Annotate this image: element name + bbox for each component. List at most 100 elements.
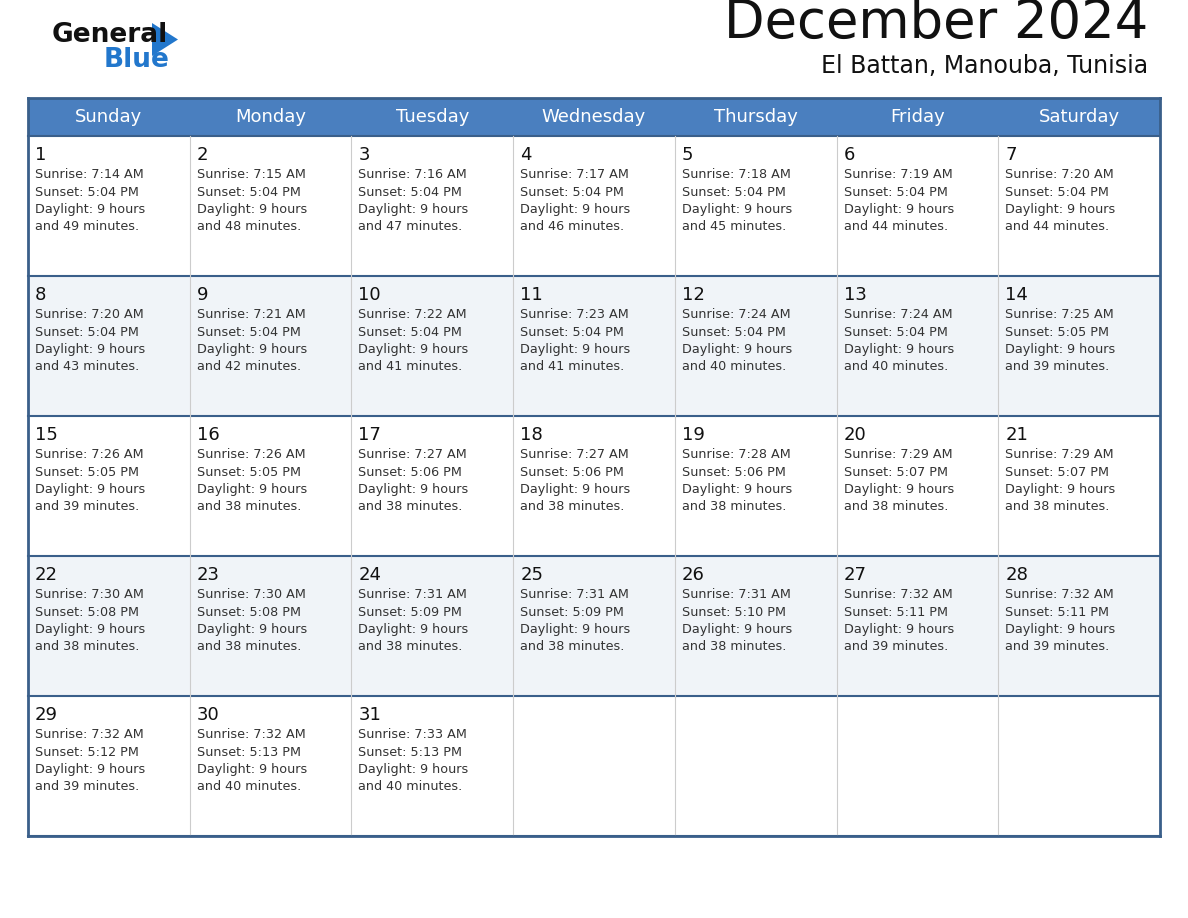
- Text: 8: 8: [34, 286, 46, 304]
- Text: Sunset: 5:04 PM: Sunset: 5:04 PM: [682, 185, 785, 198]
- Text: Sunset: 5:06 PM: Sunset: 5:06 PM: [682, 465, 785, 478]
- Text: and 40 minutes.: and 40 minutes.: [359, 780, 462, 793]
- Text: and 40 minutes.: and 40 minutes.: [682, 361, 786, 374]
- Text: Sunrise: 7:18 AM: Sunrise: 7:18 AM: [682, 168, 791, 181]
- Text: Sunset: 5:04 PM: Sunset: 5:04 PM: [1005, 185, 1110, 198]
- Text: and 38 minutes.: and 38 minutes.: [34, 641, 139, 654]
- Text: Sunset: 5:07 PM: Sunset: 5:07 PM: [843, 465, 948, 478]
- Text: Sunrise: 7:19 AM: Sunrise: 7:19 AM: [843, 168, 953, 181]
- Text: and 39 minutes.: and 39 minutes.: [1005, 361, 1110, 374]
- Bar: [29, 556, 1159, 696]
- Text: Daylight: 9 hours: Daylight: 9 hours: [197, 343, 307, 356]
- Text: Sunrise: 7:15 AM: Sunrise: 7:15 AM: [197, 168, 305, 181]
- Text: Daylight: 9 hours: Daylight: 9 hours: [34, 203, 145, 216]
- Text: Sunset: 5:06 PM: Sunset: 5:06 PM: [520, 465, 624, 478]
- Text: Daylight: 9 hours: Daylight: 9 hours: [359, 763, 469, 776]
- Text: and 38 minutes.: and 38 minutes.: [359, 641, 463, 654]
- Text: Sunset: 5:13 PM: Sunset: 5:13 PM: [197, 745, 301, 758]
- Text: 20: 20: [843, 426, 866, 444]
- Text: Sunset: 5:13 PM: Sunset: 5:13 PM: [359, 745, 462, 758]
- Text: Daylight: 9 hours: Daylight: 9 hours: [359, 623, 469, 636]
- Text: Sunrise: 7:29 AM: Sunrise: 7:29 AM: [843, 448, 953, 461]
- Text: 12: 12: [682, 286, 704, 304]
- Text: Sunrise: 7:16 AM: Sunrise: 7:16 AM: [359, 168, 467, 181]
- Text: Sunrise: 7:30 AM: Sunrise: 7:30 AM: [197, 588, 305, 601]
- Text: and 40 minutes.: and 40 minutes.: [197, 780, 301, 793]
- Text: 16: 16: [197, 426, 220, 444]
- Text: 29: 29: [34, 706, 58, 724]
- Text: and 38 minutes.: and 38 minutes.: [197, 641, 301, 654]
- Text: 23: 23: [197, 566, 220, 584]
- Text: Sunset: 5:04 PM: Sunset: 5:04 PM: [359, 185, 462, 198]
- Text: Saturday: Saturday: [1038, 108, 1120, 126]
- Text: Sunrise: 7:27 AM: Sunrise: 7:27 AM: [520, 448, 628, 461]
- Text: Sunset: 5:11 PM: Sunset: 5:11 PM: [1005, 606, 1110, 619]
- Text: Blue: Blue: [105, 47, 170, 73]
- Text: Thursday: Thursday: [714, 108, 797, 126]
- Text: Sunset: 5:04 PM: Sunset: 5:04 PM: [520, 326, 624, 339]
- Text: Sunset: 5:05 PM: Sunset: 5:05 PM: [197, 465, 301, 478]
- Text: Daylight: 9 hours: Daylight: 9 hours: [34, 483, 145, 496]
- Text: Daylight: 9 hours: Daylight: 9 hours: [682, 483, 792, 496]
- Text: and 38 minutes.: and 38 minutes.: [520, 500, 625, 513]
- Text: Sunrise: 7:30 AM: Sunrise: 7:30 AM: [34, 588, 144, 601]
- Text: Sunrise: 7:14 AM: Sunrise: 7:14 AM: [34, 168, 144, 181]
- Text: Sunrise: 7:31 AM: Sunrise: 7:31 AM: [359, 588, 467, 601]
- Text: Sunset: 5:09 PM: Sunset: 5:09 PM: [359, 606, 462, 619]
- Text: Daylight: 9 hours: Daylight: 9 hours: [197, 763, 307, 776]
- Text: Tuesday: Tuesday: [396, 108, 469, 126]
- Text: Daylight: 9 hours: Daylight: 9 hours: [197, 623, 307, 636]
- Text: 2: 2: [197, 146, 208, 164]
- Text: Sunset: 5:04 PM: Sunset: 5:04 PM: [359, 326, 462, 339]
- Text: Daylight: 9 hours: Daylight: 9 hours: [843, 343, 954, 356]
- Text: December 2024: December 2024: [723, 0, 1148, 49]
- Text: and 38 minutes.: and 38 minutes.: [843, 500, 948, 513]
- Text: 26: 26: [682, 566, 704, 584]
- Text: Sunset: 5:04 PM: Sunset: 5:04 PM: [197, 185, 301, 198]
- Text: 24: 24: [359, 566, 381, 584]
- Text: Sunday: Sunday: [75, 108, 143, 126]
- Text: El Battan, Manouba, Tunisia: El Battan, Manouba, Tunisia: [821, 54, 1148, 78]
- Text: 27: 27: [843, 566, 866, 584]
- Text: Sunset: 5:04 PM: Sunset: 5:04 PM: [197, 326, 301, 339]
- Text: 3: 3: [359, 146, 369, 164]
- Text: Daylight: 9 hours: Daylight: 9 hours: [197, 203, 307, 216]
- Text: Sunset: 5:05 PM: Sunset: 5:05 PM: [1005, 326, 1110, 339]
- Text: Sunrise: 7:33 AM: Sunrise: 7:33 AM: [359, 728, 467, 741]
- Text: and 42 minutes.: and 42 minutes.: [197, 361, 301, 374]
- Text: Daylight: 9 hours: Daylight: 9 hours: [843, 483, 954, 496]
- Text: Sunrise: 7:32 AM: Sunrise: 7:32 AM: [843, 588, 953, 601]
- Text: Daylight: 9 hours: Daylight: 9 hours: [34, 623, 145, 636]
- Text: Sunrise: 7:17 AM: Sunrise: 7:17 AM: [520, 168, 628, 181]
- Text: 28: 28: [1005, 566, 1028, 584]
- Text: Daylight: 9 hours: Daylight: 9 hours: [1005, 343, 1116, 356]
- Text: and 48 minutes.: and 48 minutes.: [197, 220, 301, 233]
- Text: Sunset: 5:04 PM: Sunset: 5:04 PM: [682, 326, 785, 339]
- Text: and 45 minutes.: and 45 minutes.: [682, 220, 786, 233]
- Text: Sunrise: 7:24 AM: Sunrise: 7:24 AM: [682, 308, 790, 321]
- Text: and 39 minutes.: and 39 minutes.: [843, 641, 948, 654]
- Text: and 43 minutes.: and 43 minutes.: [34, 361, 139, 374]
- Text: Sunrise: 7:31 AM: Sunrise: 7:31 AM: [520, 588, 628, 601]
- Text: Sunrise: 7:20 AM: Sunrise: 7:20 AM: [1005, 168, 1114, 181]
- Text: Sunset: 5:10 PM: Sunset: 5:10 PM: [682, 606, 785, 619]
- Text: Sunset: 5:08 PM: Sunset: 5:08 PM: [34, 606, 139, 619]
- Text: Sunrise: 7:31 AM: Sunrise: 7:31 AM: [682, 588, 791, 601]
- Text: Sunrise: 7:21 AM: Sunrise: 7:21 AM: [197, 308, 305, 321]
- Text: Friday: Friday: [890, 108, 944, 126]
- Text: and 38 minutes.: and 38 minutes.: [682, 500, 786, 513]
- Text: and 41 minutes.: and 41 minutes.: [359, 361, 462, 374]
- Bar: [29, 696, 1159, 836]
- Text: 14: 14: [1005, 286, 1028, 304]
- Text: Daylight: 9 hours: Daylight: 9 hours: [520, 203, 631, 216]
- Text: 21: 21: [1005, 426, 1028, 444]
- Text: and 38 minutes.: and 38 minutes.: [197, 500, 301, 513]
- Text: 30: 30: [197, 706, 220, 724]
- Text: Daylight: 9 hours: Daylight: 9 hours: [1005, 203, 1116, 216]
- Text: and 38 minutes.: and 38 minutes.: [682, 641, 786, 654]
- Text: Sunset: 5:08 PM: Sunset: 5:08 PM: [197, 606, 301, 619]
- Text: Sunrise: 7:27 AM: Sunrise: 7:27 AM: [359, 448, 467, 461]
- Bar: [29, 416, 1159, 556]
- Text: Daylight: 9 hours: Daylight: 9 hours: [520, 623, 631, 636]
- Text: Daylight: 9 hours: Daylight: 9 hours: [520, 343, 631, 356]
